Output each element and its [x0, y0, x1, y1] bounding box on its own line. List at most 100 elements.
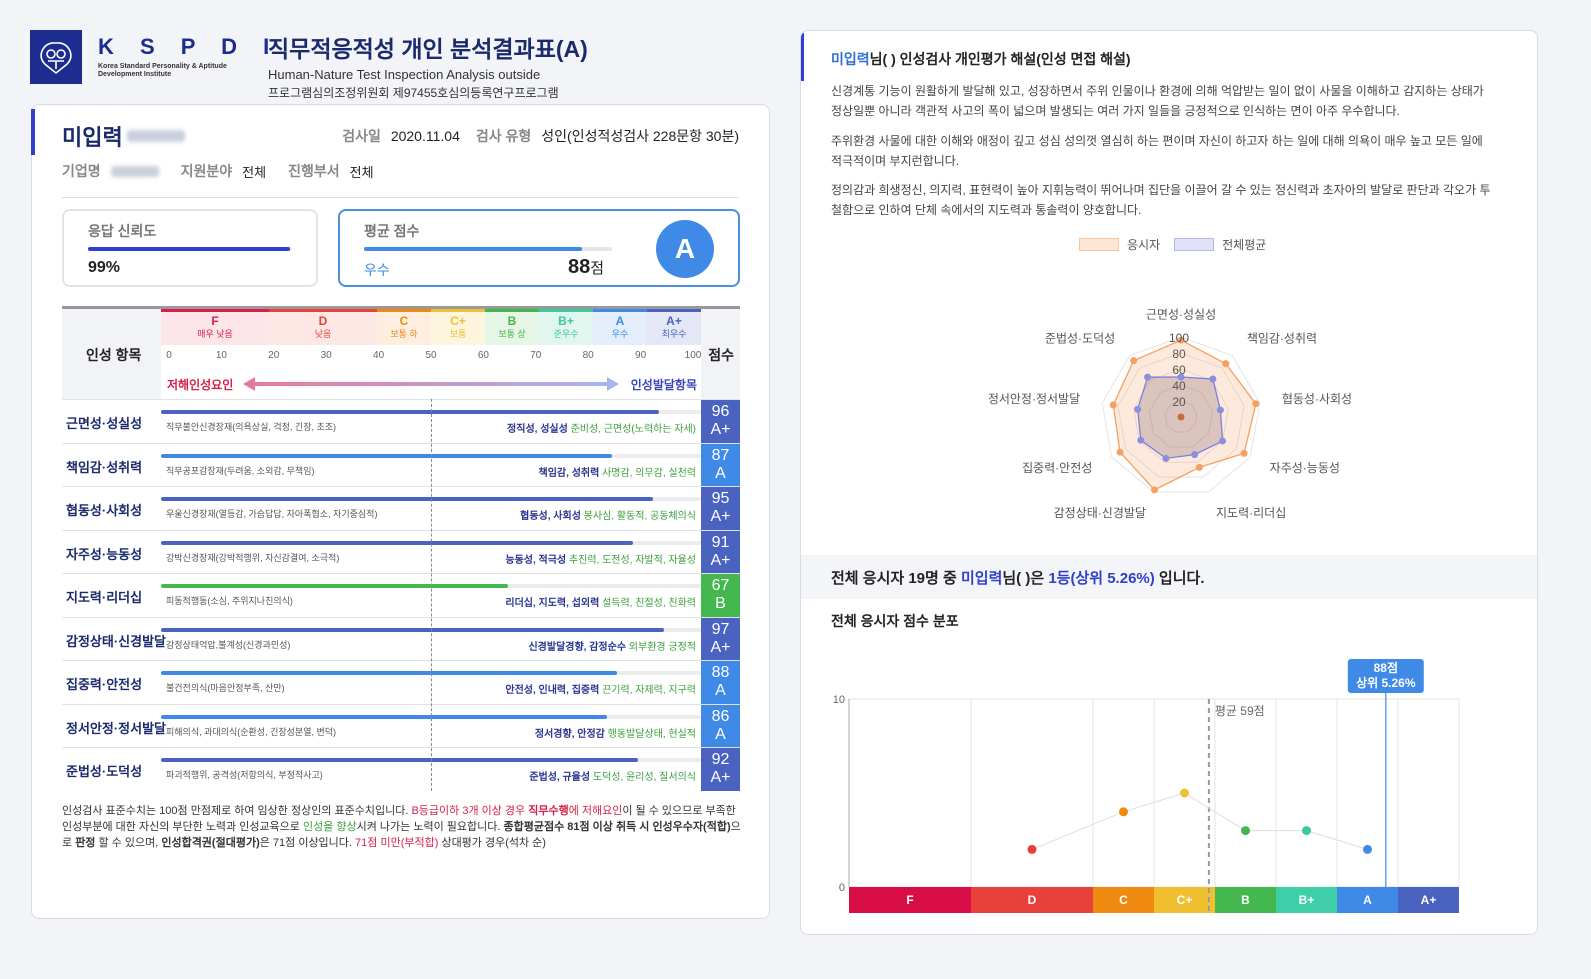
table-row: 정서안정·정서발달 피해의식, 과대의식(순환성, 긴장성분열, 변덕) 정서경향,… [62, 703, 740, 748]
test-date: 2020.11.04 [390, 128, 460, 144]
profile-row: 미입력 검사일 2020.11.04 검사 유형 성인(인성적성검사 228문항… [62, 121, 739, 151]
row-positive-traits: 준법성, 규율성 도덕성, 윤리성, 질서의식 [529, 772, 696, 783]
logo-abbr: K S P D I [98, 34, 280, 59]
row-label: 자주성·능동성 [66, 546, 143, 562]
score-ticks: 0 10 20 30 40 50 60 70 80 90 100 [161, 345, 701, 367]
personality-table: 인성 항목 점수 F 매우 낮음 D 낮음 C 보통 하 C+ 보통 B 보통 상 B+ 준우수 A 우수… [62, 306, 740, 791]
title-name: 미입력 [831, 51, 870, 67]
fn-text: 인성검사 표준수치는 100점 만점제로 하여 임상한 정상인의 표준수치입니다… [62, 805, 412, 817]
row-label: 감정상태·신경발달 [66, 633, 167, 649]
arrow-left-label: 저해인성요인 [167, 378, 234, 392]
row-score-badge: 96 A+ [701, 400, 740, 443]
row-positive-traits: 신경발달경향, 감정순수 외부환경 긍정적 [528, 641, 696, 653]
blurred-id [126, 130, 185, 142]
dept-value: 전체 [349, 164, 374, 180]
svg-text:D: D [1028, 893, 1037, 907]
interpretation-para-1: 신경계통 기능이 원활하게 발달해 있고, 성장하면서 주위 인물이나 환경에 … [831, 84, 1484, 118]
row-label: 협동성·사회성 [66, 503, 143, 518]
svg-text:60: 60 [1172, 363, 1186, 377]
row-positive-traits: 리더십, 지도력, 섭외력 설득력, 친절성, 친화력 [505, 598, 696, 609]
row-positive-traits: 정직성, 성실성 준비성, 근면성(노력하는 자세) [507, 424, 696, 435]
row-score-badge: 91 A+ [701, 530, 740, 574]
rank-prefix: 전체 응시자 19명 중 [831, 570, 961, 587]
direction-arrow: 저해인성요인 인성발달항목 [161, 367, 701, 399]
table-row: 감정상태·신경발달 감정상태억압,불계성(신경과민성) 신경발달경향, 감정순수 외… [62, 616, 740, 661]
candidate-name: 미입력 [62, 125, 123, 150]
divider [62, 197, 739, 198]
row-score-badge: 88 A [701, 661, 740, 704]
table-row: 근면성·성실성 직무불안신경장재(의욕상실, 걱정, 긴장, 초조) 정직성, 성실… [62, 399, 740, 443]
tick-60: 60 [477, 350, 489, 361]
logo-full-1: Korea Standard Personality & Aptitude [98, 63, 227, 70]
interpretation-para-3: 정의감과 희생정신, 의지력, 표현력이 높아 지휘능력이 뛰어나며 집단을 이… [831, 183, 1491, 217]
dept-label: 진행부서 [288, 163, 340, 179]
grade-scale: F 매우 낮음 D 낮음 C 보통 하 C+ 보통 B 보통 상 B+ 준우수 A 우수 A+ 최우수 [161, 309, 701, 345]
rank-text: 전체 응시자 19명 중 미입력님( )은 1등(상위 5.26%) 입니다. [831, 567, 1205, 588]
subtitle-ko: 프로그램심의조정위원회 제97455호심의등록연구프로그램 [268, 86, 559, 100]
table-body: 근면성·성실성 직무불안신경장재(의욕상실, 걱정, 긴장, 초조) 정직성, 성실… [62, 399, 740, 791]
row-negative-factors: 피해의식, 과대의식(순환성, 긴장성분열, 변덕) [166, 726, 337, 737]
svg-text:C: C [1119, 893, 1128, 907]
row-score-badge: 67 B [701, 574, 740, 617]
fn-judge: 판정 [75, 837, 96, 849]
grade-C+: C+ 보통 [431, 309, 485, 345]
row-negative-factors: 우울신경장재(열등감, 가슴답답, 자아폭협소, 자기중심적) [166, 509, 378, 519]
fn-text-2: 이 될 수 있으므로 부족한 인성부분에 대한 자신의 부단한 노력과 인성교육… [62, 805, 736, 833]
page-title: 직무적응적성 개인 분석결과표(A) [268, 36, 588, 62]
result-card: 미입력 검사일 2020.11.04 검사 유형 성인(인성적성검사 228문항… [31, 104, 770, 919]
accent-bar [31, 109, 35, 155]
score-label: 점수 [708, 347, 734, 363]
fn-text-6: 은 71점 이상입니다. [259, 837, 356, 849]
grade-F: F 매우 낮음 [161, 309, 269, 345]
svg-text:B: B [1241, 893, 1250, 907]
reliability-box: 응답 신뢰도 99% [62, 209, 318, 287]
fn-fail: 71점 미만(부적합) [355, 837, 439, 849]
row-negative-factors: 피동적행동(소심, 주위지나친의식) [166, 596, 293, 606]
svg-text:A+: A+ [1421, 893, 1437, 907]
table-row: 준법성·도덕성 파괴적행위, 공격성(저항의식, 부정적사고) 준법성, 규율성 도… [62, 747, 740, 791]
svg-text:40: 40 [1172, 379, 1186, 393]
grade-C: C 보통 하 [377, 309, 431, 345]
svg-text:감정상태·신경발달: 감정상태·신경발달 [1054, 506, 1146, 520]
rank-banner: 전체 응시자 19명 중 미입력님( )은 1등(상위 5.26%) 입니다. [801, 555, 1537, 599]
title-rest: 님( ) 인성검사 개인평가 해설(인성 면접 해설) [869, 51, 1131, 67]
row-positive-traits: 책임감, 성취력 사명감, 의무감, 실천력 [538, 467, 696, 479]
row-score-badge: 92 A+ [701, 748, 740, 791]
svg-text:협동성·사회성: 협동성·사회성 [1282, 392, 1352, 406]
fn-warning-bold: 직무수행 [528, 805, 569, 817]
svg-text:10: 10 [833, 694, 845, 706]
kspdi-logo-icon [30, 30, 82, 84]
legend-swatch-candidate [1079, 238, 1119, 251]
svg-text:88점: 88점 [1374, 660, 1398, 675]
svg-text:준법성·도덕성: 준법성·도덕성 [1045, 332, 1115, 346]
legend-candidate[interactable]: 응시자 [1127, 238, 1161, 252]
tick-10: 10 [215, 350, 227, 361]
test-type-label: 검사 유형 [475, 128, 532, 144]
row-negative-factors: 불건전의식(마음안정부족, 산만) [166, 683, 285, 693]
table-row: 집중력·안전성 불건전의식(마음안정부족, 산만) 안전성, 인내력, 집중력 끈기… [62, 660, 740, 704]
logo-text: K S P D I Korea Standard Personality & A… [98, 34, 279, 79]
tick-70: 70 [530, 350, 542, 361]
tick-30: 30 [320, 350, 332, 361]
test-date-label: 검사일 [342, 128, 381, 144]
row-label: 준법성·도덕성 [66, 764, 143, 779]
svg-text:20: 20 [1172, 395, 1186, 409]
field-value: 전체 [242, 164, 267, 180]
average-grade-text: 우수 [364, 262, 390, 278]
svg-text:근면성·성실성: 근면성·성실성 [1146, 308, 1216, 322]
fn-pass: 인성합격권(절대평가) [161, 837, 260, 849]
accent-bar [801, 33, 804, 81]
reliability-value: 99% [88, 259, 121, 276]
logo-full-2: Development Institute [98, 71, 172, 78]
fn-text-7: 상대평가 경우(석차 순) [438, 837, 546, 849]
row-score-badge: 97 A+ [701, 617, 740, 661]
grade-B: B 보통 상 [485, 309, 539, 345]
row-positive-traits: 협동성, 사회성 봉사심, 활동적, 공동체의식 [520, 511, 696, 522]
svg-text:F: F [906, 893, 913, 907]
legend-average[interactable]: 전체평균 [1222, 238, 1267, 252]
table-row: 협동성·사회성 우울신경장재(열등감, 가슴답답, 자아폭협소, 자기중심적) 협동… [62, 486, 740, 530]
fn-warning-2: 에 저해요인 [568, 805, 623, 817]
fn-text-3: 시켜 나가는 노력이 필요합니다. [356, 821, 504, 833]
grade-A: A 우수 [593, 309, 647, 345]
